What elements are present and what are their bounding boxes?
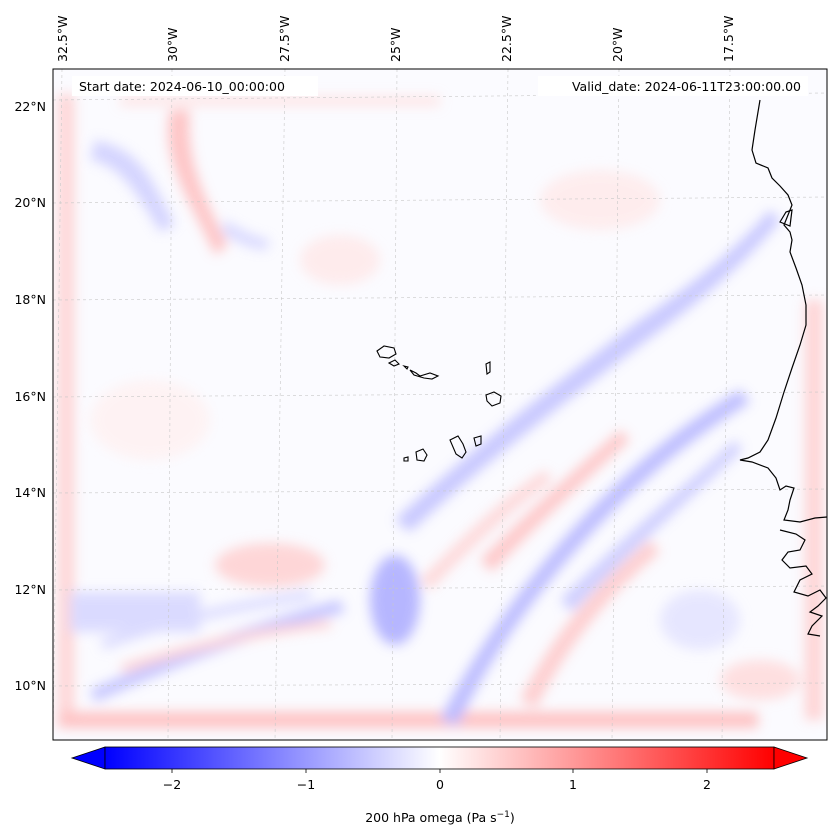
- map-panel: Start date: 2024-06-10_00:00:00 Valid_da…: [52, 68, 828, 741]
- lat-label: 12°N: [14, 582, 46, 597]
- colorbar-tick-label: −1: [297, 777, 315, 792]
- island-santiago: [449, 435, 467, 459]
- lat-label: 22°N: [14, 99, 46, 114]
- colorbar-body: [104, 746, 775, 770]
- lat-label: 10°N: [14, 678, 46, 693]
- colorbar-label-exponent: −1: [497, 810, 510, 820]
- island-santa-luzia: [402, 364, 409, 370]
- cape-verde-islands: [376, 345, 502, 462]
- longitude-labels: 32.5°W 30°W 27.5°W 25°W 22.5°W 20°W 17.5…: [55, 16, 736, 62]
- colorbar-tick-label: 0: [436, 777, 444, 792]
- island-sal: [485, 361, 491, 375]
- lon-label: 25°W: [388, 27, 403, 62]
- lon-label: 27.5°W: [277, 16, 292, 62]
- lat-label: 14°N: [14, 485, 46, 500]
- start-label-bg: [72, 76, 318, 96]
- lat-label: 20°N: [14, 195, 46, 210]
- colorbar-label-main: 200 hPa omega (Pa s: [365, 810, 496, 825]
- colorbar-tick-label: −2: [163, 777, 181, 792]
- colorbar-extend-max: [773, 746, 809, 770]
- lon-label: 20°W: [610, 27, 625, 62]
- colorbar: −2 −1 0 1 2 200 hPa omega (Pa s−1): [70, 746, 809, 825]
- lon-label: 30°W: [165, 27, 180, 62]
- lon-label: 17.5°W: [721, 16, 736, 62]
- map-frame: [52, 68, 828, 741]
- colorbar-label-tail: ): [510, 810, 515, 825]
- start-date-label: Start date: 2024-06-10_00:00:00: [79, 79, 285, 94]
- lon-label: 32.5°W: [55, 16, 70, 62]
- colorbar-label: 200 hPa omega (Pa s−1): [365, 810, 515, 825]
- omega-field: [58, 94, 823, 728]
- gridlines: [53, 69, 827, 740]
- africa-coastline: [739, 99, 827, 523]
- colorbar-tick-label: 2: [703, 777, 711, 792]
- island-santo-antao: [376, 345, 397, 359]
- guinea-coast: [779, 529, 827, 637]
- island-sao-vicente: [387, 359, 400, 367]
- lon-label: 22.5°W: [499, 16, 514, 62]
- colorbar-tick-label: 1: [569, 777, 577, 792]
- island-maio: [473, 435, 482, 447]
- island-fogo: [415, 448, 428, 462]
- coastlines: [739, 99, 827, 637]
- colorbar-extend-min: [70, 746, 106, 770]
- island-brava: [403, 456, 409, 462]
- colorbar-ticks: [171, 769, 708, 773]
- canary-coast-piece: [779, 209, 793, 227]
- island-sao-nicolau: [409, 369, 440, 380]
- valid-label-bg: [538, 76, 808, 96]
- latitude-labels: 22°N 20°N 18°N 16°N 14°N 12°N 10°N: [14, 99, 46, 693]
- lat-label: 16°N: [14, 389, 46, 404]
- valid-date-label: Valid_date: 2024-06-11T23:00:00.00: [572, 79, 801, 94]
- lat-label: 18°N: [14, 292, 46, 307]
- island-boa-vista: [485, 391, 502, 407]
